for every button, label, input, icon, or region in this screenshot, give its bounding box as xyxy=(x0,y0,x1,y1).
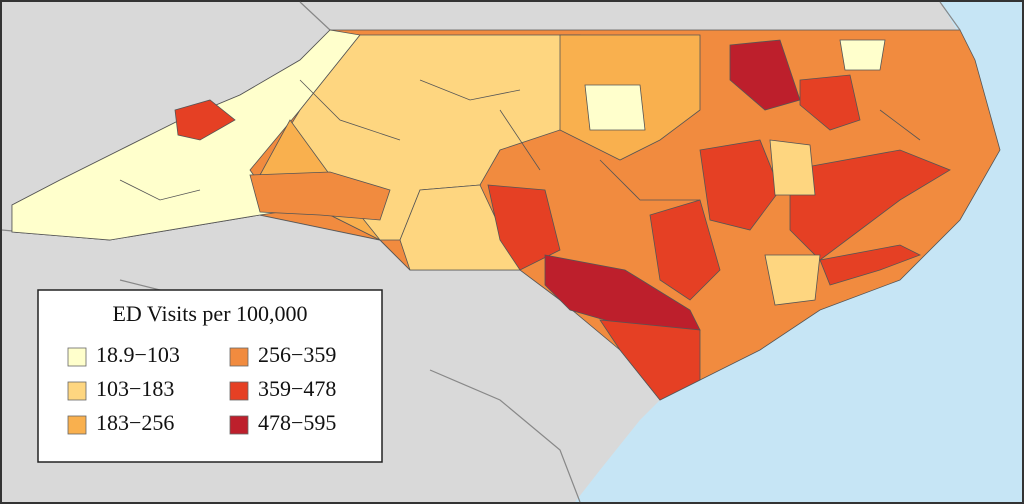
region-foothills xyxy=(249,171,391,221)
county-lines xyxy=(119,79,921,201)
region-columbus xyxy=(599,319,701,401)
county-northeast xyxy=(839,39,886,71)
region-wayne xyxy=(699,139,781,231)
legend-swatch xyxy=(229,415,249,435)
legend-swatch xyxy=(229,347,249,367)
legend-label: 478−595 xyxy=(258,410,336,435)
county-greene xyxy=(769,139,816,196)
legend-label: 18.9−103 xyxy=(96,342,180,367)
legend-title: ED Visits per 100,000 xyxy=(112,301,307,326)
county-yellow xyxy=(584,84,646,131)
region-carteret xyxy=(819,244,921,286)
region-mitchell xyxy=(174,99,236,141)
region-halifax xyxy=(729,39,801,111)
legend-label: 183−256 xyxy=(96,410,174,435)
legend: ED Visits per 100,000 18.9−103 103−183 183… xyxy=(37,289,383,463)
region-sandhills xyxy=(487,184,561,271)
legend-swatch xyxy=(67,381,87,401)
legend-label: 359−478 xyxy=(258,376,336,401)
legend-swatch xyxy=(67,415,87,435)
region-martin xyxy=(799,74,861,131)
legend-label: 103−183 xyxy=(96,376,174,401)
ocean xyxy=(575,2,1022,502)
legend-swatch xyxy=(67,347,87,367)
north-carolina xyxy=(11,29,1001,401)
region-sampson xyxy=(649,199,721,301)
legend-box xyxy=(37,289,383,463)
region-onslow xyxy=(764,254,821,306)
region-east xyxy=(789,149,951,261)
legend-label: 256−359 xyxy=(258,342,336,367)
legend-swatch xyxy=(229,381,249,401)
